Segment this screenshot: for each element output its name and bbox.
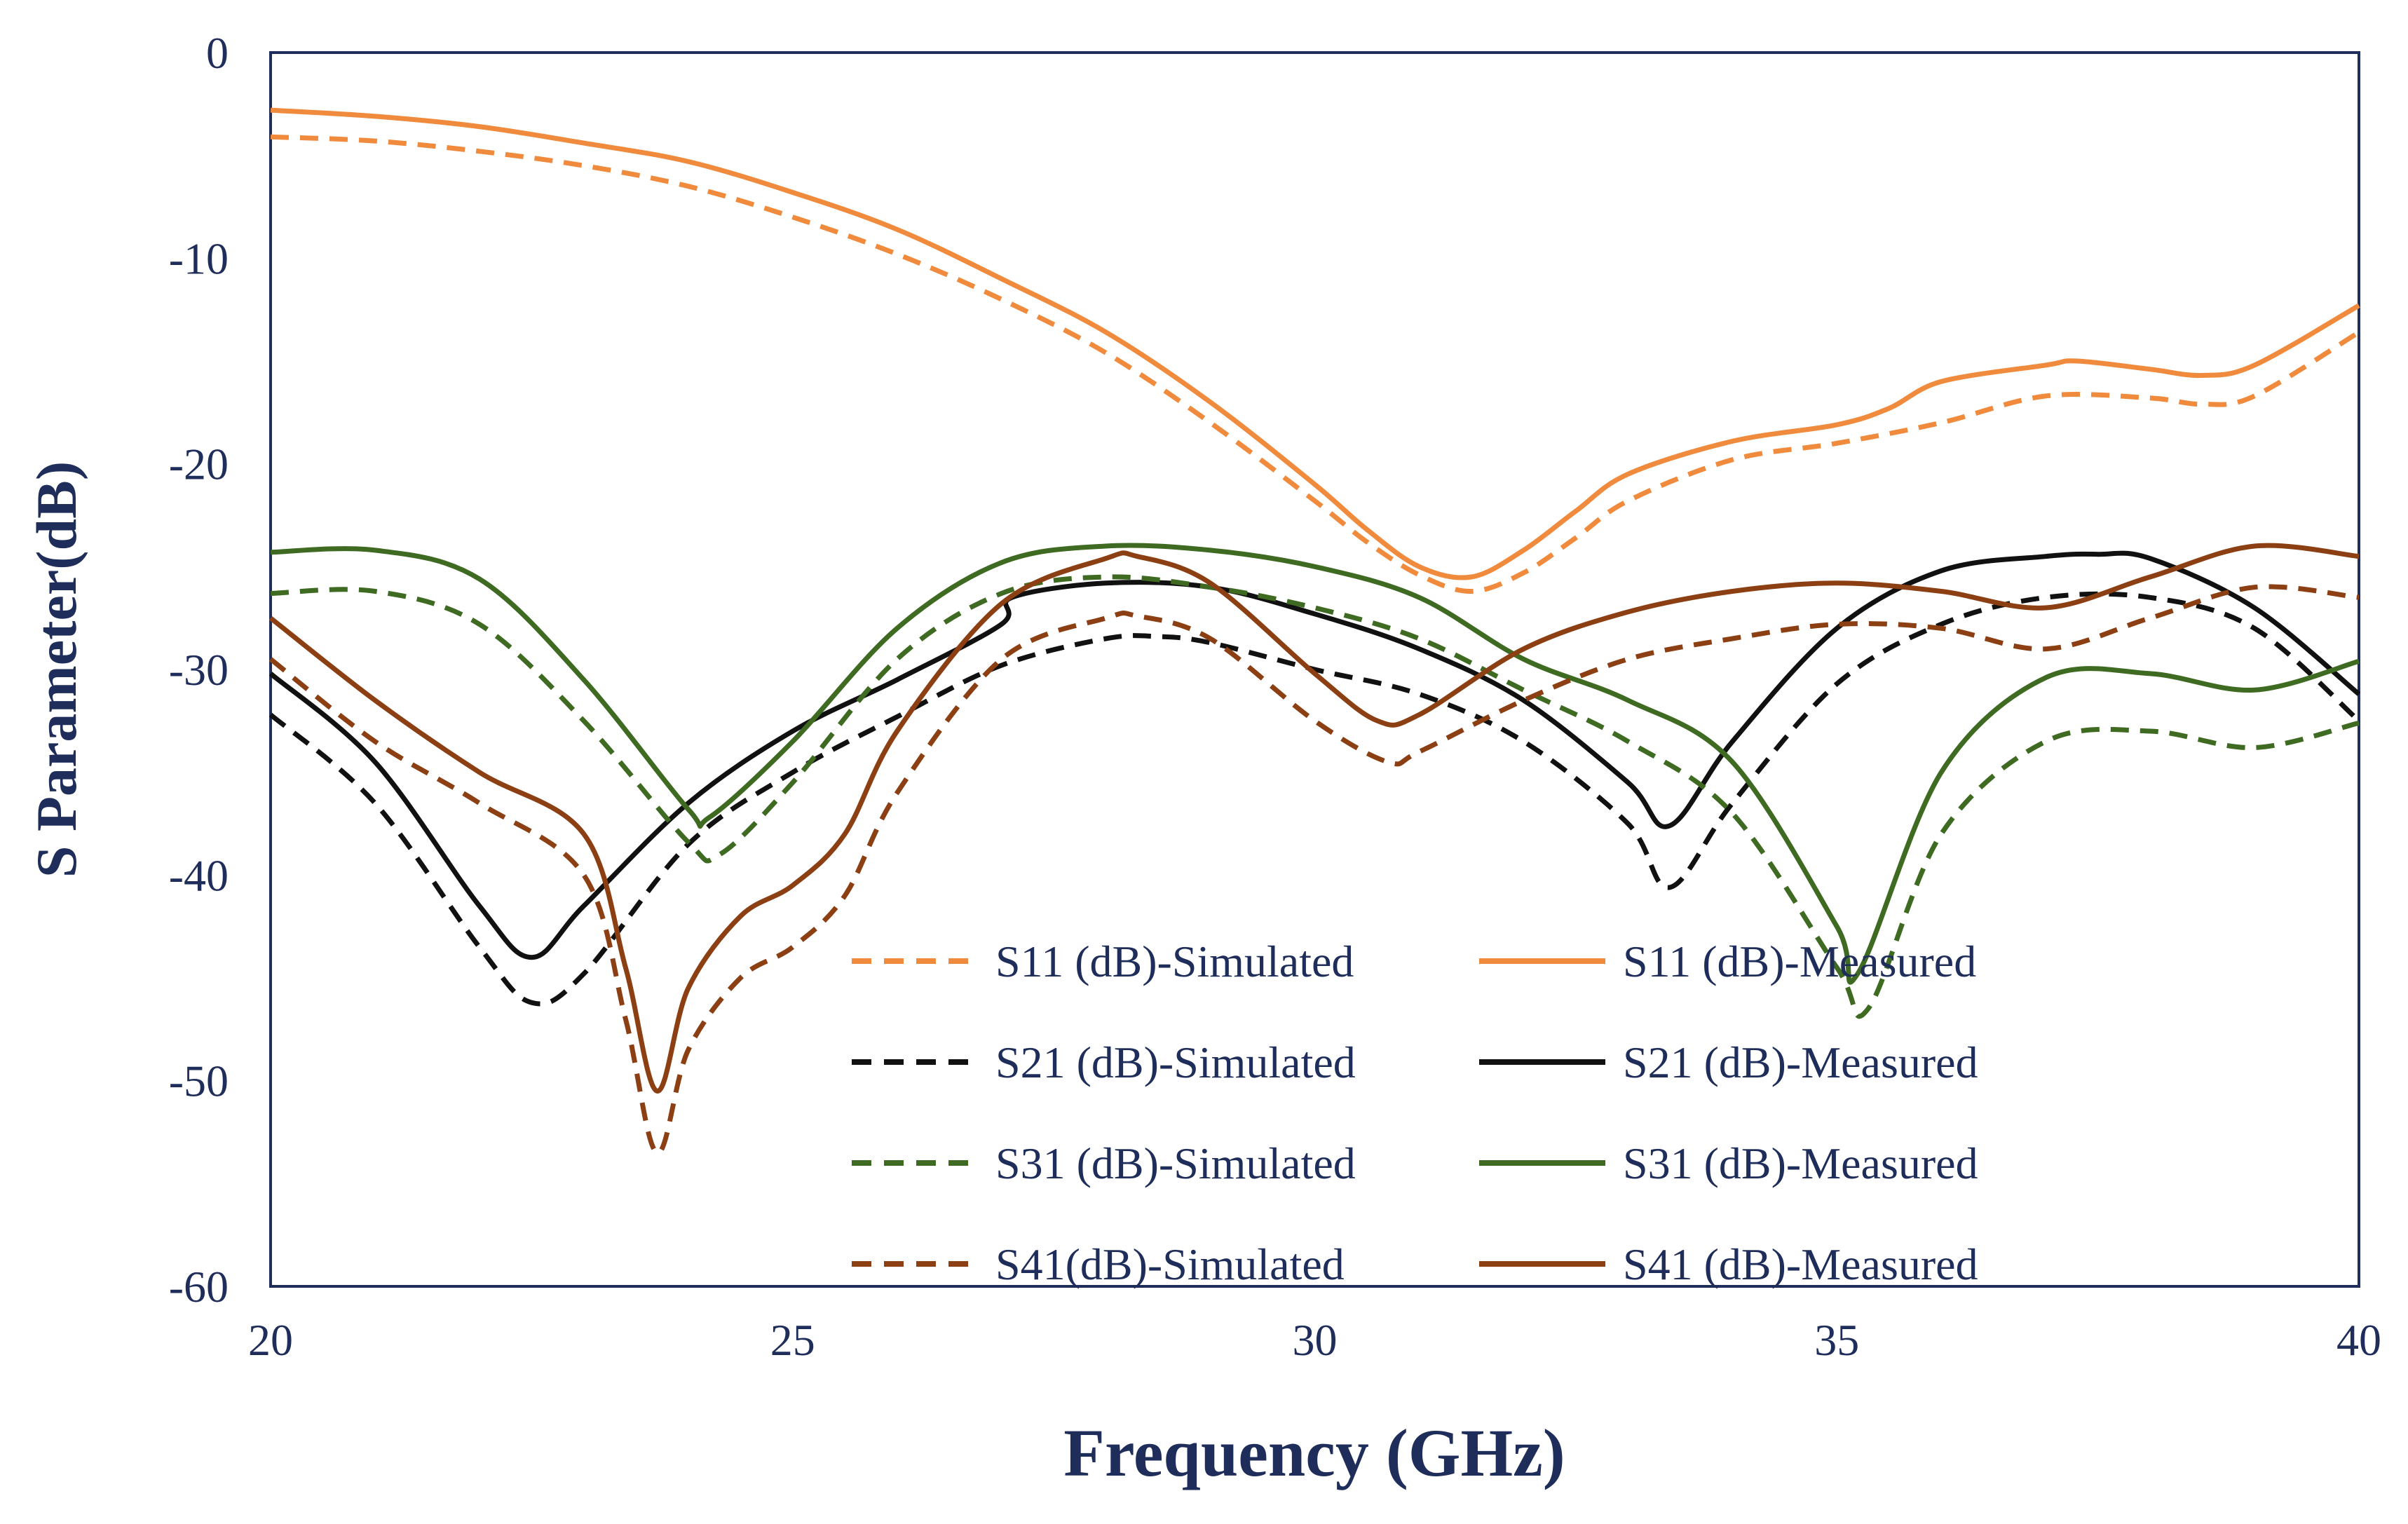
y-axis-ticks: 0 -10 -20 -30 -40 -50 -60 xyxy=(169,28,229,1312)
series-line-s41-db-measured xyxy=(268,543,2360,1094)
series-line-s21-db-simulated xyxy=(268,591,2361,1007)
y-tick-label: -10 xyxy=(169,233,229,283)
legend-item-s11-db-measured: S11 (dB)-Measured xyxy=(1479,937,1976,986)
legend-item-s21-db-measured: S21 (dB)-Measured xyxy=(1479,1037,1978,1087)
legend-item-s31-db-measured: S31 (dB)-Measured xyxy=(1479,1138,1978,1188)
series-line-s31-db-simulated xyxy=(270,574,2360,1019)
x-tick-label: 40 xyxy=(2336,1315,2381,1365)
y-tick-label: -20 xyxy=(169,440,229,489)
y-tick-label: -60 xyxy=(169,1262,229,1312)
legend: S11 (dB)-Simulated S11 (dB)-Measured S21 (… xyxy=(852,937,1978,1289)
series-line-s11-db-simulated xyxy=(270,134,2360,594)
plot-frame xyxy=(269,51,2360,1288)
legend-item-s41-db-measured: S41 (dB)-Measured xyxy=(1479,1239,1978,1289)
y-tick-label: -40 xyxy=(169,850,229,900)
legend-label: S11 (dB)-Measured xyxy=(1623,937,1976,986)
series-line-s21-db-measured xyxy=(268,550,2361,960)
legend-label: S31 (dB)-Measured xyxy=(1623,1138,1978,1188)
x-axis-ticks: 20 25 30 35 40 xyxy=(248,1315,2381,1365)
series-layer xyxy=(268,107,2361,1155)
x-tick-label: 20 xyxy=(248,1315,293,1365)
series-line-s31-db-measured xyxy=(270,543,2360,985)
x-axis-title: Frequency (GHz) xyxy=(1063,1415,1565,1490)
y-tick-label: 0 xyxy=(206,28,229,78)
series-line-s11-db-measured xyxy=(270,107,2360,580)
legend-label: S21 (dB)-Measured xyxy=(1623,1037,1978,1087)
y-tick-label: -50 xyxy=(169,1056,229,1106)
legend-item-s11-db-simulated: S11 (dB)-Simulated xyxy=(852,937,1354,986)
legend-label: S41(dB)-Simulated xyxy=(995,1239,1345,1289)
legend-label: S41 (dB)-Measured xyxy=(1623,1239,1978,1289)
legend-label: S31 (dB)-Simulated xyxy=(995,1138,1356,1188)
legend-item-s31-db-simulated: S31 (dB)-Simulated xyxy=(852,1138,1356,1188)
legend-label: S11 (dB)-Simulated xyxy=(995,937,1354,986)
legend-label: S21 (dB)-Simulated xyxy=(995,1037,1356,1087)
legend-item-s21-db-simulated: S21 (dB)-Simulated xyxy=(852,1037,1356,1087)
x-tick-label: 25 xyxy=(770,1315,815,1365)
x-tick-label: 30 xyxy=(1293,1315,1338,1365)
y-tick-label: -30 xyxy=(169,645,229,695)
legend-item-s41-db-simulated: S41(dB)-Simulated xyxy=(852,1239,1345,1289)
y-axis-title: S Parameter(dB) xyxy=(25,461,88,878)
x-tick-label: 35 xyxy=(1814,1315,1859,1365)
series-line-s41-db-simulated xyxy=(268,584,2360,1155)
